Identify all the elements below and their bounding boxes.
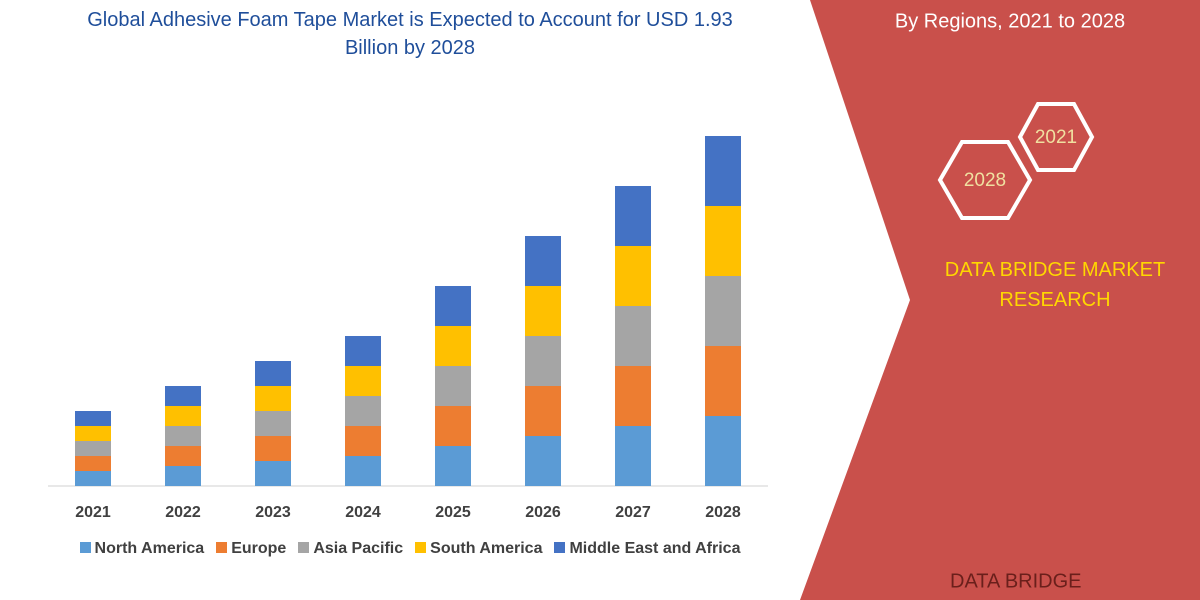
bar-segment bbox=[525, 336, 561, 386]
legend-swatch bbox=[554, 542, 566, 553]
bar-segment bbox=[345, 396, 381, 426]
bar-segment bbox=[705, 136, 741, 206]
x-tick-label: 2028 bbox=[705, 504, 741, 521]
legend-label: Asia Pacific bbox=[313, 540, 404, 557]
x-tick-label: 2025 bbox=[435, 504, 471, 521]
legend-swatch bbox=[415, 542, 427, 553]
bar-segment bbox=[75, 411, 111, 426]
bar-segment bbox=[435, 366, 471, 406]
hexagon bbox=[937, 140, 1033, 220]
bar-segment bbox=[705, 416, 741, 486]
legend-item: North America bbox=[79, 540, 205, 558]
bar-segment bbox=[165, 426, 201, 446]
bar-segment bbox=[255, 461, 291, 486]
hex-label: 2028 bbox=[964, 170, 1006, 191]
brand: DATA BRIDGE MARKET RESEARCH bbox=[944, 259, 1166, 311]
bar-segment bbox=[435, 286, 471, 326]
bar-segment bbox=[345, 456, 381, 486]
bar-segment bbox=[525, 386, 561, 436]
bar-segment bbox=[705, 206, 741, 276]
legend-item: Asia Pacific bbox=[298, 540, 403, 558]
bar-segment bbox=[75, 456, 111, 471]
bar-segment bbox=[75, 426, 111, 441]
bar-segment bbox=[345, 366, 381, 396]
legend-item: Middle East and Africa bbox=[554, 540, 740, 558]
legend-swatch bbox=[79, 542, 91, 553]
legend-item: Europe bbox=[216, 540, 286, 558]
legend-swatch bbox=[298, 542, 310, 553]
bar-segment bbox=[615, 306, 651, 366]
panel-subtitle: By Regions, 2021 to 2028 bbox=[895, 10, 1125, 32]
bar-segment bbox=[615, 186, 651, 246]
x-tick-label: 2024 bbox=[345, 504, 381, 521]
legend-swatch bbox=[216, 542, 228, 553]
bar-segment bbox=[75, 471, 111, 486]
legend-item: South America bbox=[415, 540, 542, 558]
bar-segment bbox=[165, 466, 201, 486]
bar-segment bbox=[615, 426, 651, 486]
bar-segment bbox=[435, 406, 471, 446]
x-tick-label: 2026 bbox=[525, 504, 561, 521]
legend-label: Middle East and Africa bbox=[569, 540, 741, 557]
bar-segment bbox=[525, 286, 561, 336]
bar-segment bbox=[75, 441, 111, 456]
x-tick-label: 2027 bbox=[615, 504, 651, 521]
bar-segment bbox=[615, 246, 651, 306]
bar-segment bbox=[165, 406, 201, 426]
bar-segment bbox=[525, 436, 561, 486]
chart-title: Global Adhesive Foam Tape Market is Expe… bbox=[87, 9, 733, 59]
hex-label: 2021 bbox=[1035, 127, 1077, 148]
bar-segment bbox=[705, 346, 741, 416]
side-panel bbox=[800, 0, 1200, 600]
bar-segment bbox=[255, 436, 291, 461]
bar-segment bbox=[435, 326, 471, 366]
bar-segment bbox=[615, 366, 651, 426]
legend-label: Europe bbox=[231, 540, 287, 557]
bar-segment bbox=[435, 446, 471, 486]
bar-segment bbox=[345, 426, 381, 456]
hexagon bbox=[1017, 102, 1095, 172]
legend-label: South America bbox=[430, 540, 543, 557]
logo: DATA BRIDGE bbox=[950, 570, 1082, 592]
bar-segment bbox=[255, 411, 291, 436]
bar-segment bbox=[165, 446, 201, 466]
x-tick-label: 2021 bbox=[75, 504, 111, 521]
bar-segment bbox=[255, 361, 291, 386]
bar-segment bbox=[255, 386, 291, 411]
x-tick-label: 2023 bbox=[255, 504, 291, 521]
legend: North America Europe Asia Pacific South Ame… bbox=[50, 540, 770, 558]
bar-segment bbox=[525, 236, 561, 286]
bar-segment bbox=[705, 276, 741, 346]
bar-segment bbox=[345, 336, 381, 366]
bar-segment bbox=[165, 386, 201, 406]
legend-label: North America bbox=[94, 540, 205, 557]
x-tick-label: 2022 bbox=[165, 504, 201, 521]
